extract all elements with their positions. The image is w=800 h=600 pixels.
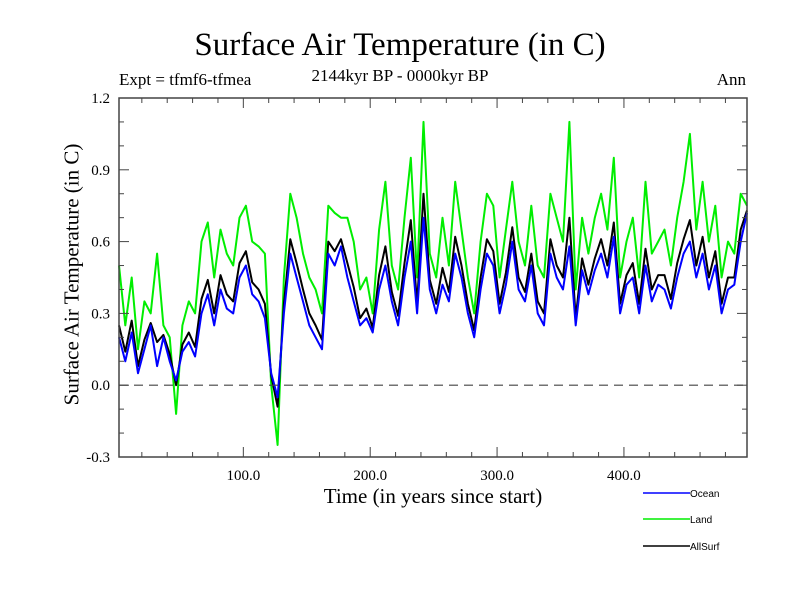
series-line-allsurf bbox=[118, 192, 748, 408]
legend-item-ocean: Ocean bbox=[643, 489, 719, 500]
y-tick-label: -0.3 bbox=[86, 450, 110, 466]
legend-item-land: Land bbox=[643, 515, 712, 526]
x-tick-label: 200.0 bbox=[353, 468, 387, 484]
x-axis-label: Time (in years since start) bbox=[323, 484, 543, 508]
plot-frame bbox=[118, 97, 748, 458]
x-tick-label: 400.0 bbox=[607, 468, 641, 484]
x-tick-label: 100.0 bbox=[226, 468, 260, 484]
x-tick-label: 300.0 bbox=[480, 468, 514, 484]
chart-subtitle: 2144kyr BP - 0000kyr BP bbox=[311, 66, 489, 85]
legend: Ocean Land AllSurf bbox=[643, 489, 720, 553]
series-layer bbox=[118, 120, 748, 446]
y-tick-label: 0.6 bbox=[91, 235, 110, 251]
legend-label: Land bbox=[690, 515, 712, 526]
axes: 100.0 200.0 300.0 400.0 -0.3 0.0 0.3 0.6 0.9 1.2 bbox=[86, 91, 748, 484]
y-tick-label: 0.3 bbox=[91, 306, 110, 322]
experiment-label: Expt = tfmf6-tfmea bbox=[119, 70, 252, 89]
series-line-ocean bbox=[118, 212, 748, 399]
y-tick-label: 0.0 bbox=[91, 378, 110, 394]
season-label: Ann bbox=[716, 70, 746, 89]
legend-label: Ocean bbox=[690, 489, 719, 500]
y-tick-label: 0.9 bbox=[91, 163, 110, 179]
chart-title: Surface Air Temperature (in C) bbox=[194, 27, 606, 63]
legend-label: AllSurf bbox=[690, 542, 720, 553]
legend-item-allsurf: AllSurf bbox=[643, 542, 720, 553]
y-tick-label: 1.2 bbox=[91, 91, 110, 107]
series-line-land bbox=[118, 120, 748, 446]
